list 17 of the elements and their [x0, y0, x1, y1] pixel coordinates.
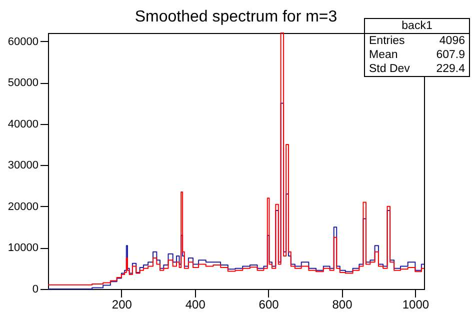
y-tick-label: 20000	[8, 200, 38, 213]
y-tick-label: 40000	[8, 118, 38, 130]
x-tick-label: 800	[332, 298, 353, 312]
text: back1	[365, 19, 469, 34]
y-tick-label: 30000	[8, 160, 38, 172]
y-tick-label: 60000	[8, 36, 38, 48]
x-tick-label: 1000	[402, 298, 430, 312]
text: Std Dev 229.4	[369, 63, 465, 75]
text: Entries 4096	[369, 35, 465, 47]
y-tick-label: 10000	[8, 242, 38, 254]
chart-title: Smoothed spectrum for m=3	[134, 8, 338, 26]
x-tick-label: 200	[112, 298, 132, 312]
text: Mean 607.9	[369, 49, 465, 61]
y-tick-label: 0	[32, 284, 38, 296]
x-tick-label: 400	[185, 298, 206, 312]
x-tick-label: 600	[258, 298, 280, 312]
y-tick-label: 50000	[8, 77, 38, 90]
